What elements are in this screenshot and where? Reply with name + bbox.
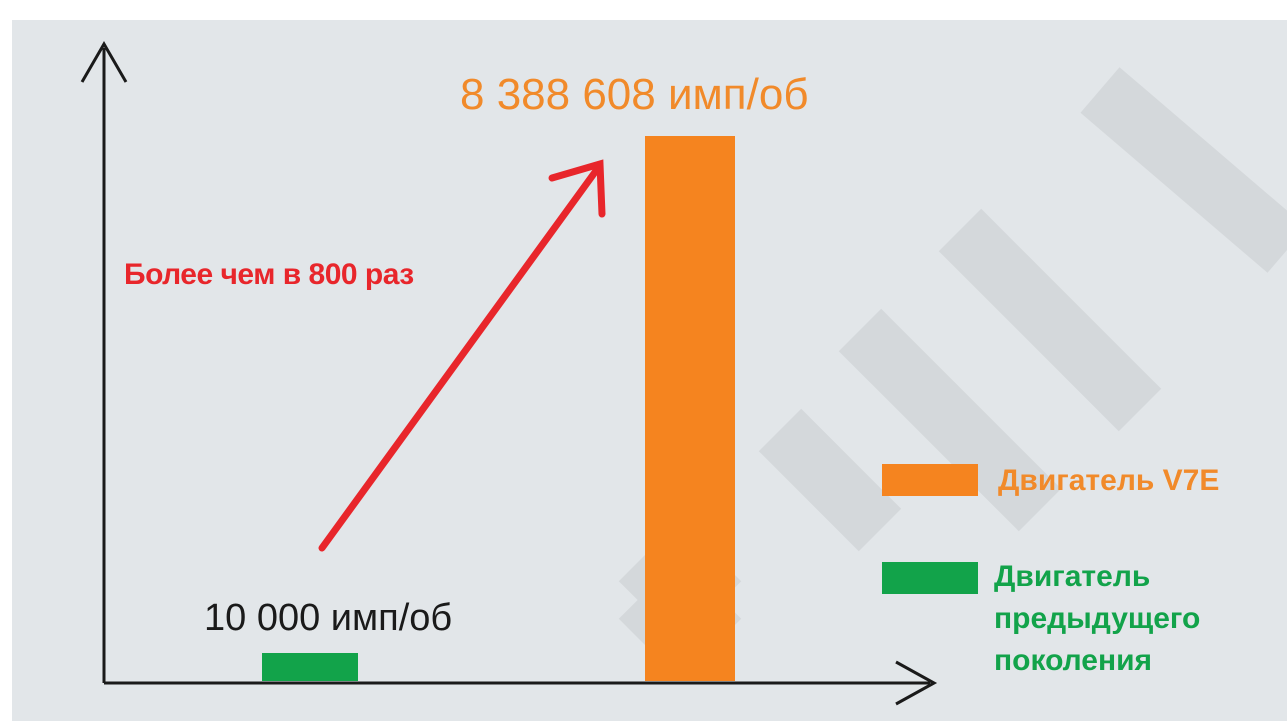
growth-annotation: Более чем в 800 раз [124,258,414,292]
legend-swatch-v7e [882,464,978,496]
bar-previous-generation [262,653,358,681]
v7e-value-label: 8 388 608 имп/об [460,70,809,120]
bar-v7e [645,136,735,681]
legend-label-v7e: Двигатель V7E [998,460,1219,502]
legend-swatch-previous [882,562,978,594]
previous-value-label: 10 000 имп/об [204,597,452,640]
legend-label-previous: Двигатель предыдущего поколения [994,556,1254,682]
growth-arrow [322,164,602,548]
